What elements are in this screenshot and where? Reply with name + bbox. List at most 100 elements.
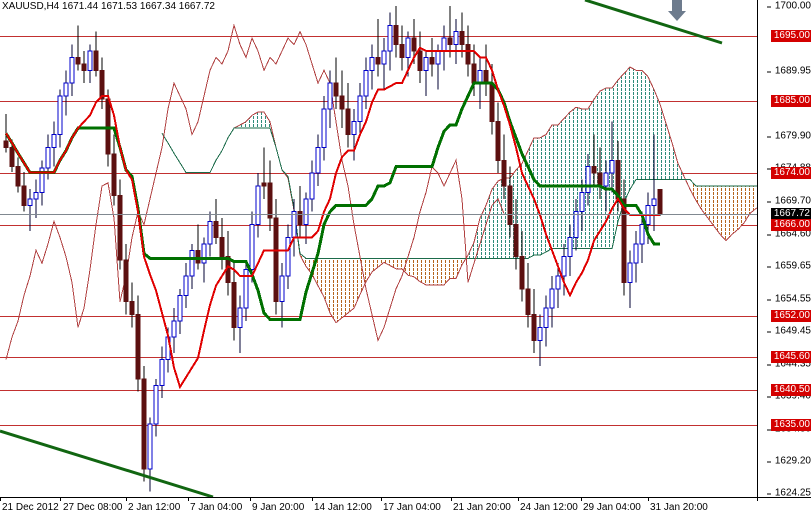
candlestick[interactable] xyxy=(75,25,81,71)
candlestick[interactable] xyxy=(429,38,435,77)
candlestick[interactable] xyxy=(255,173,261,238)
candlestick[interactable] xyxy=(117,179,123,270)
candlestick[interactable] xyxy=(549,276,555,328)
candlestick[interactable] xyxy=(537,314,543,367)
candlestick[interactable] xyxy=(213,198,219,244)
candlestick[interactable] xyxy=(141,366,147,482)
horizontal-level-line[interactable] xyxy=(0,316,757,317)
price-level-badge[interactable]: 1640.50 xyxy=(770,384,811,396)
candlestick[interactable] xyxy=(543,295,549,347)
candlestick[interactable] xyxy=(351,108,357,161)
candlestick[interactable] xyxy=(315,134,321,187)
sell-arrow-icon[interactable] xyxy=(668,0,686,22)
candlestick[interactable] xyxy=(87,44,93,84)
candlestick-layer[interactable] xyxy=(0,0,757,497)
time-axis[interactable]: 21 Dec 2012 27 Dec 08:00 2 Jan 12:00 7 Jan … xyxy=(0,497,811,518)
candlestick[interactable] xyxy=(399,25,405,71)
horizontal-level-line[interactable] xyxy=(0,425,757,426)
candlestick[interactable] xyxy=(345,83,351,148)
drawing-objects-layer[interactable] xyxy=(0,0,757,497)
candlestick[interactable] xyxy=(99,57,105,109)
price-level-badge[interactable]: 1652.00 xyxy=(770,310,811,322)
candlestick[interactable] xyxy=(531,288,537,354)
candlestick[interactable] xyxy=(357,83,363,135)
candlestick[interactable] xyxy=(231,263,237,341)
price-level-badge[interactable]: 1645.60 xyxy=(770,351,811,363)
candlestick[interactable] xyxy=(147,417,153,492)
trendline-resistance[interactable] xyxy=(584,0,723,45)
candlestick[interactable] xyxy=(69,44,75,97)
candlestick[interactable] xyxy=(519,231,525,302)
candlestick[interactable] xyxy=(51,121,57,167)
candlestick[interactable] xyxy=(243,263,249,322)
candlestick[interactable] xyxy=(507,166,513,238)
candlestick[interactable] xyxy=(273,198,279,315)
candlestick[interactable] xyxy=(513,198,519,270)
horizontal-level-line[interactable] xyxy=(0,101,757,102)
candlestick[interactable] xyxy=(375,18,381,77)
candlestick[interactable] xyxy=(603,160,609,212)
candlestick[interactable] xyxy=(195,224,201,270)
candlestick[interactable] xyxy=(639,211,645,264)
candlestick[interactable] xyxy=(261,147,267,199)
candlestick[interactable] xyxy=(201,237,207,283)
candlestick[interactable] xyxy=(585,153,591,206)
candlestick[interactable] xyxy=(249,211,255,283)
candlestick[interactable] xyxy=(393,6,399,58)
candlestick[interactable] xyxy=(339,70,345,129)
candlestick[interactable] xyxy=(525,263,531,328)
candlestick[interactable] xyxy=(579,179,585,232)
candlestick[interactable] xyxy=(39,160,45,206)
candlestick[interactable] xyxy=(171,308,177,354)
price-axis[interactable]: 1700.001689.951679.901674.881669.701664.… xyxy=(757,0,811,499)
candlestick[interactable] xyxy=(417,31,423,84)
candlestick[interactable] xyxy=(363,57,369,109)
candlestick[interactable] xyxy=(81,51,87,84)
candlestick[interactable] xyxy=(33,179,39,219)
candlestick[interactable] xyxy=(183,263,189,309)
trendline-support[interactable] xyxy=(0,429,214,497)
current-price-badge[interactable]: 1667.72 xyxy=(770,208,811,220)
candlestick[interactable] xyxy=(129,282,135,328)
candlestick[interactable] xyxy=(633,231,639,283)
price-level-badge[interactable]: 1674.00 xyxy=(770,167,811,179)
candlestick[interactable] xyxy=(279,263,285,328)
candlestick[interactable] xyxy=(153,378,159,437)
candlestick[interactable] xyxy=(207,211,213,257)
candlestick[interactable] xyxy=(321,96,327,161)
candlestick[interactable] xyxy=(111,134,117,206)
candlestick[interactable] xyxy=(21,171,27,212)
price-level-badge[interactable]: 1685.00 xyxy=(770,95,811,107)
candlestick[interactable] xyxy=(459,12,465,58)
candlestick[interactable] xyxy=(123,243,129,315)
candlestick[interactable] xyxy=(423,51,429,97)
candlestick[interactable] xyxy=(657,189,663,216)
candlestick[interactable] xyxy=(555,263,561,309)
candlestick[interactable] xyxy=(333,57,339,109)
candlestick[interactable] xyxy=(267,160,273,232)
candlestick[interactable] xyxy=(219,218,225,270)
candlestick[interactable] xyxy=(387,12,393,71)
candlestick[interactable] xyxy=(495,102,501,174)
candlestick[interactable] xyxy=(573,198,579,251)
horizontal-level-line[interactable] xyxy=(0,390,757,391)
candlestick[interactable] xyxy=(609,121,615,193)
horizontal-level-line[interactable] xyxy=(0,173,757,174)
price-level-badge[interactable]: 1666.00 xyxy=(770,219,811,231)
candlestick[interactable] xyxy=(561,243,567,296)
candlestick[interactable] xyxy=(567,224,573,277)
candlestick[interactable] xyxy=(327,70,333,129)
candlestick[interactable] xyxy=(453,18,459,64)
horizontal-level-line[interactable] xyxy=(0,357,757,358)
price-level-badge[interactable]: 1695.00 xyxy=(770,30,811,42)
candlestick[interactable] xyxy=(627,250,633,309)
horizontal-level-line[interactable] xyxy=(0,225,757,226)
candlestick[interactable] xyxy=(177,288,183,334)
candlestick[interactable] xyxy=(27,189,33,232)
candlestick[interactable] xyxy=(237,295,243,354)
candlestick[interactable] xyxy=(621,179,627,296)
candlestick[interactable] xyxy=(369,44,375,90)
candlestick[interactable] xyxy=(189,243,195,289)
candlestick[interactable] xyxy=(303,192,309,244)
candlestick[interactable] xyxy=(15,157,21,193)
